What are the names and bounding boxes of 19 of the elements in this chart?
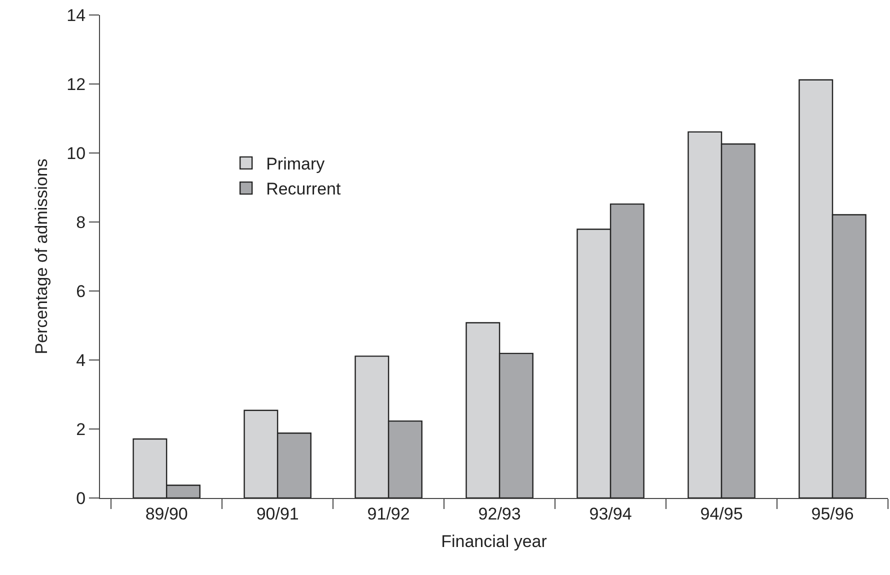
x-tick-label: 89/90 [145,504,188,524]
x-tick-label: 91/92 [367,504,410,524]
y-tick-label: 14 [66,6,86,25]
x-axis-title: Financial year [441,532,548,551]
y-tick-label: 10 [66,144,86,163]
y-tick-label: 12 [66,74,86,94]
y-tick-label: 4 [76,350,86,370]
y-tick-label: 2 [76,420,86,439]
x-tick-label: 92/93 [478,504,521,524]
legend-label: Primary [266,154,326,174]
y-tick-label: 8 [76,212,86,232]
y-tick-label: 0 [76,488,86,508]
x-tick-label: 93/94 [589,504,632,524]
x-tick-label: 95/96 [811,504,854,524]
y-tick-label: 6 [76,282,86,301]
y-axis-title: Percentage of admissions [32,158,52,354]
x-tick-label: 90/91 [256,504,299,524]
legend-label: Recurrent [266,180,341,199]
x-tick-label: 94/95 [700,504,743,524]
